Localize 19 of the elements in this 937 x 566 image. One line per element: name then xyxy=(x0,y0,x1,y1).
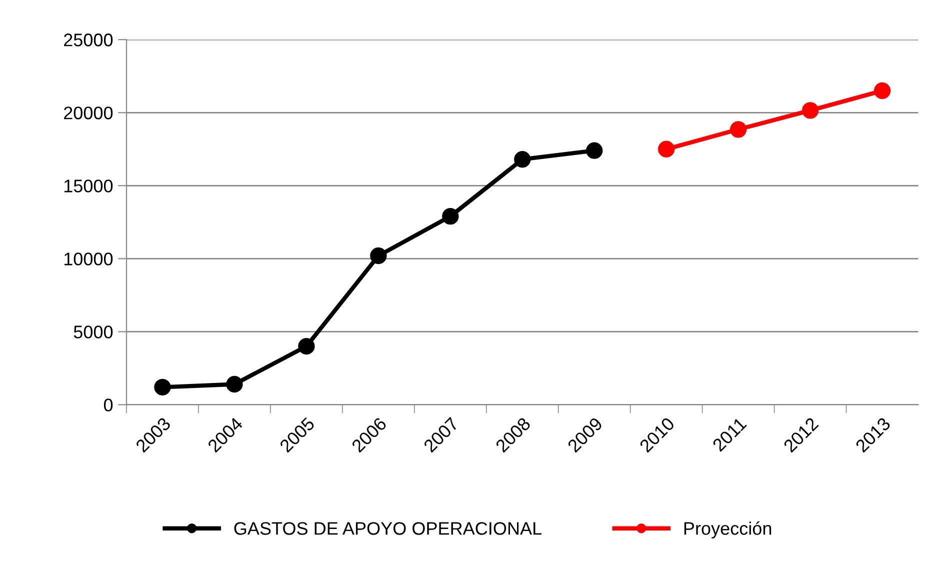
y-tick-label: 5000 xyxy=(74,326,113,338)
y-tick-label: 20000 xyxy=(64,106,113,120)
y-tick-label: 10000 xyxy=(64,252,113,266)
point xyxy=(802,102,819,119)
point xyxy=(874,82,891,100)
y-tick-label: 15000 xyxy=(64,180,113,192)
point xyxy=(442,208,459,225)
point xyxy=(154,378,171,396)
point xyxy=(370,247,387,264)
point xyxy=(514,151,531,168)
point xyxy=(586,142,603,159)
point xyxy=(658,140,675,158)
legend-label: GASTOS DE APOYO OPERACIONAL xyxy=(234,522,542,535)
y-tick-label: 0 xyxy=(104,398,113,412)
y-tick-label: 25000 xyxy=(64,34,113,46)
point xyxy=(298,338,315,355)
legend-label: Proyección xyxy=(684,521,772,538)
point xyxy=(226,376,243,393)
point xyxy=(730,121,747,138)
